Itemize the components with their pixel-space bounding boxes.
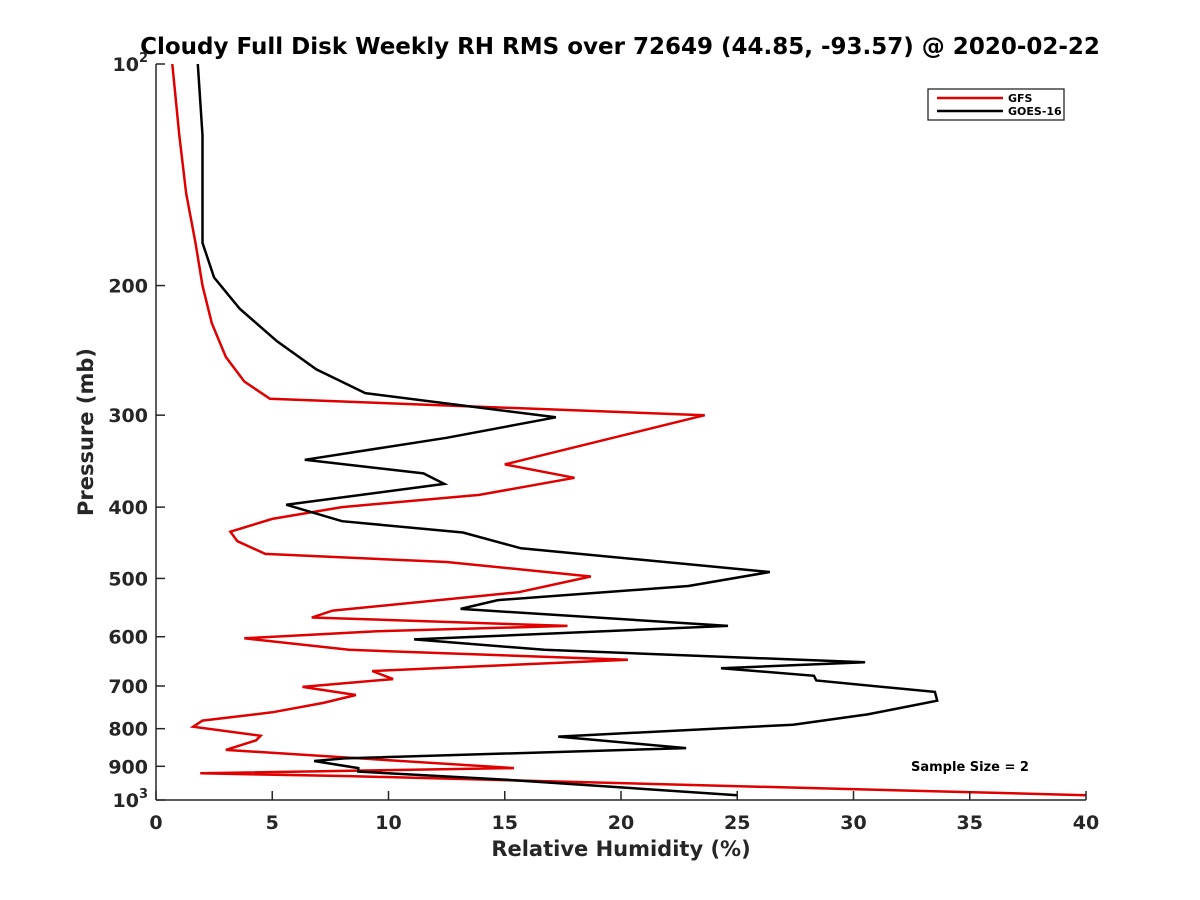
x-tick-label: 5 [266,812,279,834]
y-tick-label: 103 [113,787,149,812]
y-tick-exponent: 3 [139,787,148,802]
x-tick-label: 40 [1073,812,1099,834]
y-tick-label: 900 [108,756,148,778]
legend-label-goes16: GOES-16 [1008,105,1062,118]
x-tick-label: 35 [957,812,983,834]
series-line-goes-16 [196,63,939,797]
y-tick-label: 600 [108,627,148,649]
x-tick-label: 15 [492,812,518,834]
y-tick-base: 10 [113,790,139,812]
y-tick-base: 10 [113,54,139,76]
series-layer [171,63,1087,797]
y-tick-label: 800 [108,719,148,741]
x-tick-label: 0 [149,812,162,834]
chart-title: Cloudy Full Disk Weekly RH RMS over 7264… [140,34,1100,60]
y-axis-label: Pressure (mb) [74,348,98,516]
x-tick-label: 10 [375,812,401,834]
y-tick-label: 102 [113,51,149,76]
legend-box [927,88,1065,121]
series-line-gfs [171,63,1087,797]
x-axis-label: Relative Humidity (%) [491,837,750,861]
x-axis-ticks: 0 5 10 15 20 25 30 35 40 [149,791,1099,834]
y-tick-exponent: 2 [139,51,148,66]
x-tick-label: 25 [724,812,750,834]
legend-label-gfs: GFS [1008,92,1033,105]
x-tick-label: 30 [840,812,866,834]
y-tick-label: 300 [108,405,148,427]
sample-size-annotation: Sample Size = 2 [911,760,1029,775]
plot-area [156,64,1086,800]
x-tick-label: 20 [608,812,634,834]
y-tick-label: 700 [108,676,148,698]
y-tick-label: 200 [108,276,148,298]
y-tick-label: 400 [108,497,148,519]
y-tick-label: 500 [108,568,148,590]
legend: GFS GOES-16 [927,88,1065,121]
